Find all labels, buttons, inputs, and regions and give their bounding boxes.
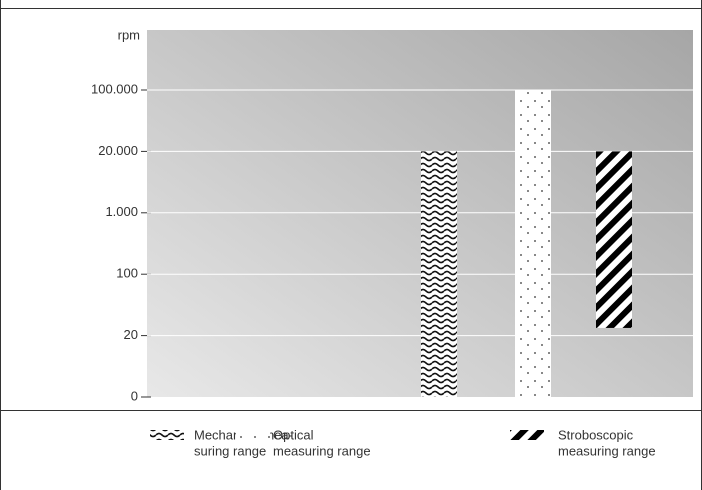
legend-swatch	[236, 430, 270, 440]
range-bar	[421, 151, 457, 397]
y-axis-label: rpm	[118, 27, 140, 42]
legend-swatch	[510, 430, 544, 440]
legend-label: Optical	[273, 427, 314, 442]
legend-label: suring range	[194, 443, 266, 458]
range-bar	[515, 90, 551, 397]
y-tick-label: 1.000	[105, 204, 138, 219]
y-tick-label: 0	[131, 388, 138, 403]
range-bar	[596, 151, 632, 328]
y-tick-label: 100	[116, 266, 138, 281]
legend-label: Stroboscopic	[558, 427, 634, 442]
legend-label: measuring range	[558, 443, 656, 458]
legend-swatch	[150, 430, 184, 440]
y-tick-label: 20.000	[98, 143, 138, 158]
y-tick-label: 100.000	[91, 81, 138, 96]
y-tick-label: 20	[124, 327, 138, 342]
legend-label: measuring range	[273, 443, 371, 458]
